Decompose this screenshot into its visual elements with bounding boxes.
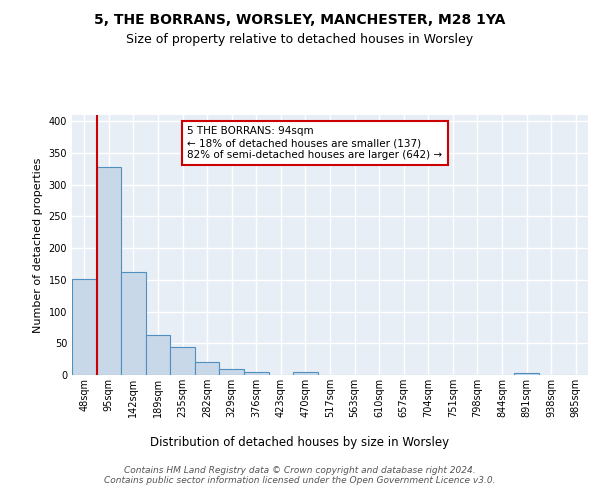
Bar [244,372,269,375]
Bar [121,272,146,375]
Bar [72,278,97,375]
Text: 5, THE BORRANS, WORSLEY, MANCHESTER, M28 1YA: 5, THE BORRANS, WORSLEY, MANCHESTER, M28… [94,12,506,26]
Y-axis label: Number of detached properties: Number of detached properties [33,158,43,332]
Text: 5 THE BORRANS: 94sqm
← 18% of detached houses are smaller (137)
82% of semi-deta: 5 THE BORRANS: 94sqm ← 18% of detached h… [187,126,443,160]
Bar [514,373,539,375]
Bar [220,370,244,375]
Bar [195,362,220,375]
Text: Distribution of detached houses by size in Worsley: Distribution of detached houses by size … [151,436,449,449]
Text: Contains HM Land Registry data © Crown copyright and database right 2024.
Contai: Contains HM Land Registry data © Crown c… [104,466,496,485]
Text: Size of property relative to detached houses in Worsley: Size of property relative to detached ho… [127,32,473,46]
Bar [146,335,170,375]
Bar [293,372,318,375]
Bar [170,347,195,375]
Bar [97,167,121,375]
